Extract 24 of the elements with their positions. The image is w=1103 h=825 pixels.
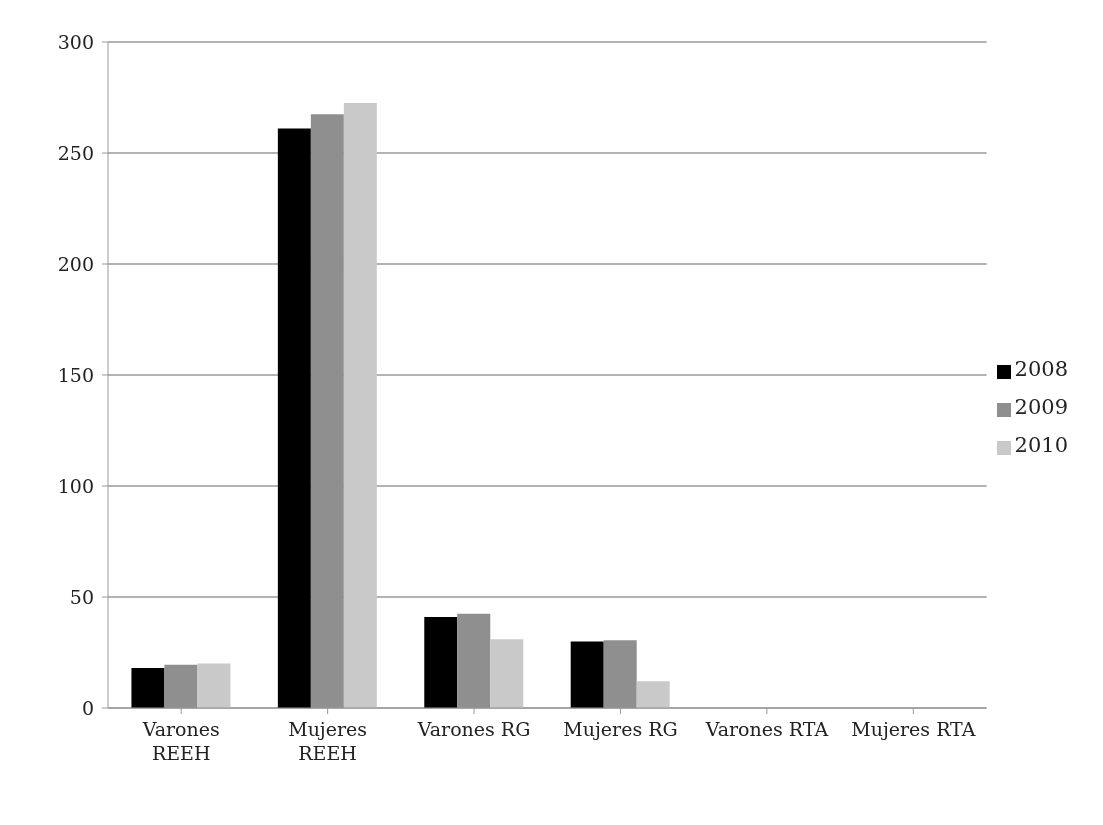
y-tick-label: 0 xyxy=(81,696,94,719)
y-tick-label: 100 xyxy=(57,474,94,497)
y-tick-label: 250 xyxy=(57,141,94,164)
bar xyxy=(570,641,604,708)
bar xyxy=(636,681,670,708)
x-tick-label: Mujeres RG xyxy=(563,718,678,740)
bar xyxy=(424,616,458,708)
bar xyxy=(131,668,165,708)
bar xyxy=(197,663,231,708)
bar xyxy=(277,128,311,708)
x-tick-label: Varones RTA xyxy=(704,718,829,740)
legend-label: 2010 xyxy=(1014,433,1068,457)
y-tick-label: 150 xyxy=(57,363,94,386)
bar xyxy=(490,639,524,708)
legend-label: 2009 xyxy=(1014,395,1068,419)
y-tick-label: 50 xyxy=(69,585,94,608)
x-tick-label: Varones RG xyxy=(416,718,531,740)
x-tick-label: Mujeres REEH xyxy=(288,718,368,764)
legend-label: 2008 xyxy=(1014,357,1068,381)
y-tick-label: 300 xyxy=(57,30,94,53)
y-tick-label: 200 xyxy=(57,252,94,275)
x-tick-label: Mujeres RTA xyxy=(851,718,976,740)
x-tick-label: Varones REEH xyxy=(141,718,220,764)
bar xyxy=(343,103,377,708)
